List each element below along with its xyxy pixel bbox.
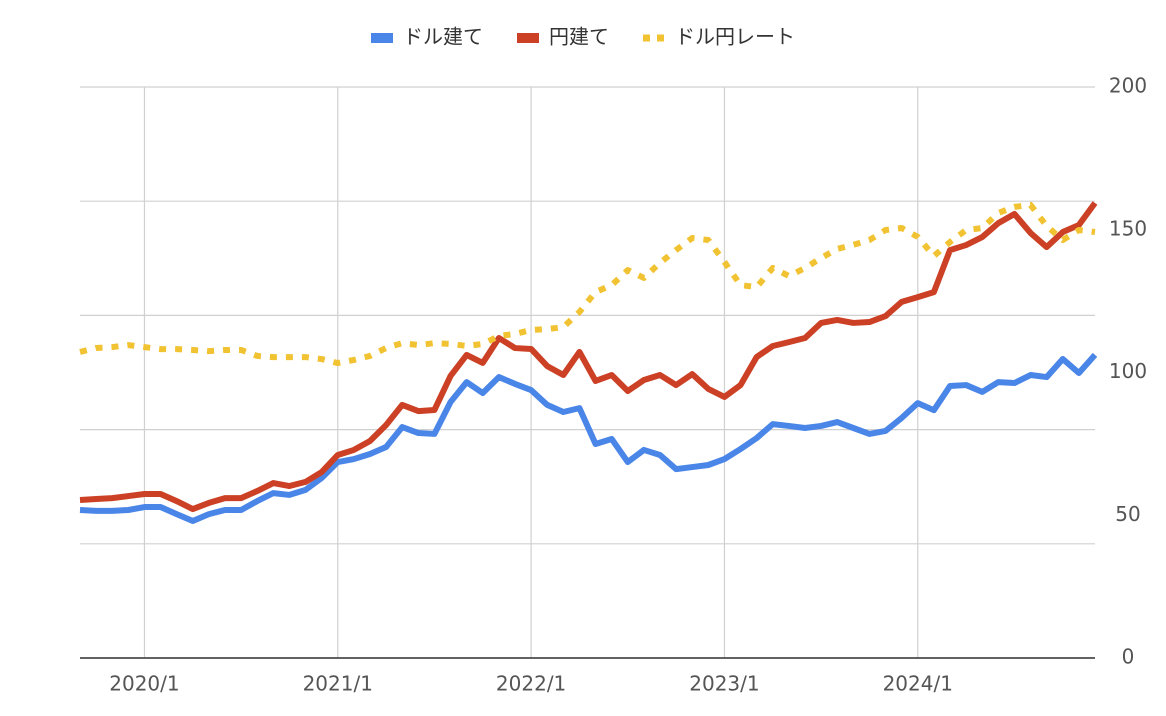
legend-item: 円建て (517, 25, 609, 49)
x-tick-label: 2022/1 (496, 672, 566, 696)
x-tick-label: 2021/1 (303, 672, 373, 696)
legend: ドル建て 円建て ドル円レート (371, 25, 795, 49)
legend-label: ドル円レート (675, 25, 795, 49)
legend-swatch (371, 33, 393, 43)
y2-tick-label: 200 (1109, 74, 1147, 98)
series-line (79, 201, 1096, 367)
y2-tick-label: 50 (1115, 502, 1140, 526)
legend-item: ドル円レート (643, 25, 795, 49)
legend-item: ドル建て (371, 25, 483, 49)
x-tick-label: 2024/1 (883, 672, 953, 696)
series-line (79, 201, 1098, 513)
y2-tick-label: 0 (1122, 645, 1135, 669)
y2-tick-label: 150 (1109, 216, 1147, 240)
x-tick-label: 2020/1 (109, 672, 179, 696)
x-tick-label: 2023/1 (689, 672, 759, 696)
legend-label: ドル建て (403, 25, 483, 49)
series-line (79, 352, 1098, 524)
legend-label: 円建て (549, 25, 609, 49)
legend-swatch (517, 33, 539, 43)
y2-tick-label: 100 (1109, 359, 1147, 383)
